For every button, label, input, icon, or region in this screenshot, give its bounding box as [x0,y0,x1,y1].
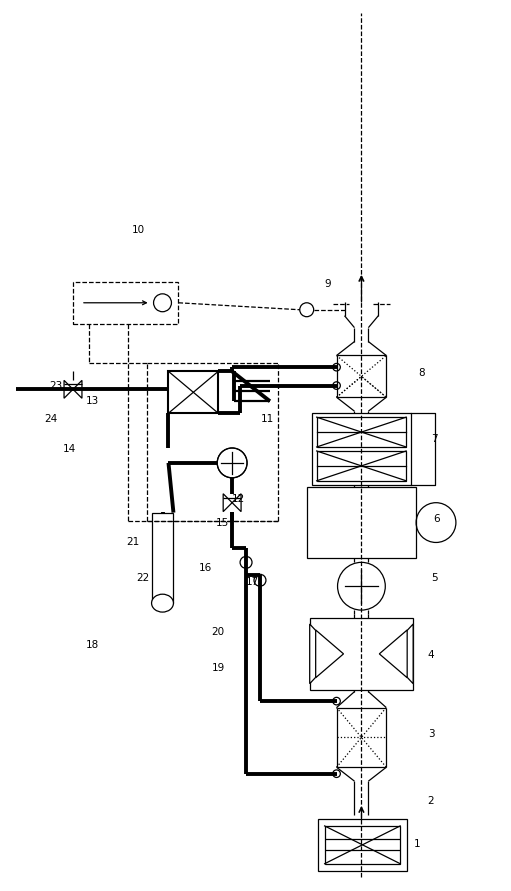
Text: 14: 14 [62,444,76,454]
Text: 2: 2 [428,796,434,806]
Text: 3: 3 [428,730,434,740]
Text: 19: 19 [212,663,225,673]
Text: 18: 18 [86,640,100,650]
Polygon shape [64,380,73,398]
Circle shape [254,575,266,586]
Polygon shape [232,494,241,511]
Text: 9: 9 [324,279,331,289]
Text: 17: 17 [245,577,259,587]
Bar [152,512,173,603]
Circle shape [333,698,340,705]
Text: 22: 22 [136,573,149,584]
Polygon shape [385,624,413,683]
Text: 1: 1 [414,838,421,849]
Text: 16: 16 [199,563,212,573]
Text: 10: 10 [132,225,145,235]
Circle shape [333,381,340,389]
Text: 21: 21 [126,537,140,547]
Bar [317,451,406,481]
Ellipse shape [152,594,173,612]
Text: 24: 24 [44,414,58,424]
Text: 7: 7 [431,434,437,444]
Text: 15: 15 [216,518,229,527]
Bar [307,486,416,559]
Polygon shape [379,630,407,678]
Text: 8: 8 [418,368,425,379]
Bar [310,618,413,690]
Circle shape [240,556,252,568]
Polygon shape [316,630,343,678]
Text: 20: 20 [212,627,225,637]
Text: 11: 11 [261,414,274,424]
Bar [317,417,406,447]
Text: 6: 6 [434,513,440,524]
Text: 13: 13 [86,396,100,406]
Circle shape [333,364,340,371]
Bar [318,819,407,871]
Text: 12: 12 [231,494,245,503]
Bar [324,826,400,863]
Bar [312,413,411,485]
Bar [73,282,178,323]
Polygon shape [223,494,232,511]
Text: 23: 23 [50,381,63,391]
Bar [169,372,218,413]
Polygon shape [310,624,338,683]
Polygon shape [73,380,82,398]
Text: 5: 5 [431,573,437,584]
Text: 4: 4 [428,650,434,660]
Circle shape [333,770,340,778]
